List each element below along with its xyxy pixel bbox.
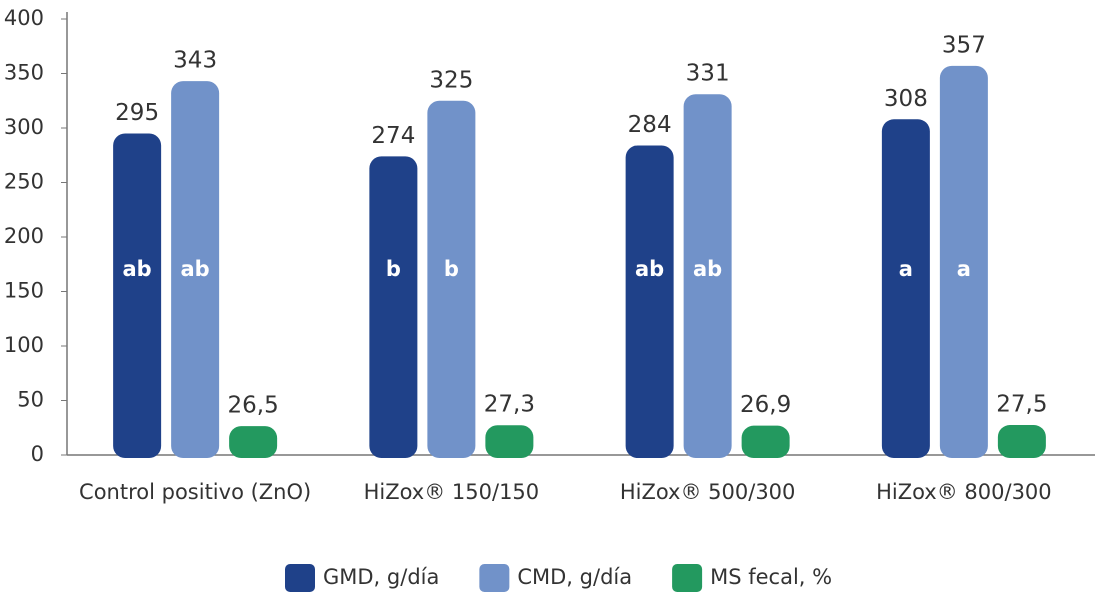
legend-label: MS fecal, %: [710, 565, 832, 589]
value-label: 357: [942, 32, 986, 58]
value-label: 26,5: [228, 393, 279, 419]
bar-annotation: ab: [693, 257, 722, 281]
bar-annotation: ab: [635, 257, 664, 281]
y-tick-label: 50: [17, 388, 44, 412]
bar-annotation: a: [957, 257, 971, 281]
bar: [683, 94, 732, 459]
bar-annotation: b: [386, 257, 401, 281]
y-tick-label: 200: [4, 224, 44, 248]
y-tick-label: 250: [4, 170, 44, 194]
bar: [171, 81, 220, 458]
bar-annotation: b: [444, 257, 459, 281]
value-label: 26,9: [740, 392, 791, 418]
legend-label: GMD, g/día: [323, 565, 439, 589]
value-label: 295: [115, 100, 159, 126]
value-label: 284: [628, 112, 672, 138]
x-tick-label: HiZox® 500/300: [620, 480, 796, 504]
legend-label: CMD, g/día: [517, 565, 632, 589]
y-tick-label: 0: [31, 442, 44, 466]
bar: [113, 133, 162, 458]
y-tick-label: 100: [4, 333, 44, 357]
bar: [741, 425, 790, 458]
value-label: 308: [884, 86, 928, 112]
bar: [229, 426, 278, 458]
y-tick-label: 400: [4, 6, 44, 30]
bar: [369, 156, 418, 458]
bar: [625, 145, 674, 458]
bar: [485, 425, 534, 458]
bar: [997, 425, 1046, 458]
value-label: 274: [371, 123, 415, 149]
bar: [427, 100, 476, 458]
legend-swatch: [672, 564, 703, 592]
y-tick-label: 150: [4, 279, 44, 303]
value-label: 27,5: [996, 392, 1047, 418]
bar: [939, 65, 988, 459]
y-tick-label: 350: [4, 61, 44, 85]
x-tick-label: Control positivo (ZnO): [79, 480, 311, 504]
legend-swatch: [479, 564, 510, 592]
value-label: 343: [173, 48, 217, 74]
y-tick-label: 300: [4, 115, 44, 139]
bar: [881, 119, 930, 458]
legend-swatch: [285, 564, 315, 592]
x-tick-label: HiZox® 800/300: [876, 480, 1052, 504]
bar-annotation: a: [899, 257, 913, 281]
bar-annotation: ab: [123, 257, 152, 281]
value-label: 27,3: [484, 392, 535, 418]
value-label: 331: [686, 61, 730, 87]
bar-annotation: ab: [181, 257, 210, 281]
x-tick-label: HiZox® 150/150: [364, 480, 540, 504]
value-label: 325: [429, 67, 473, 93]
